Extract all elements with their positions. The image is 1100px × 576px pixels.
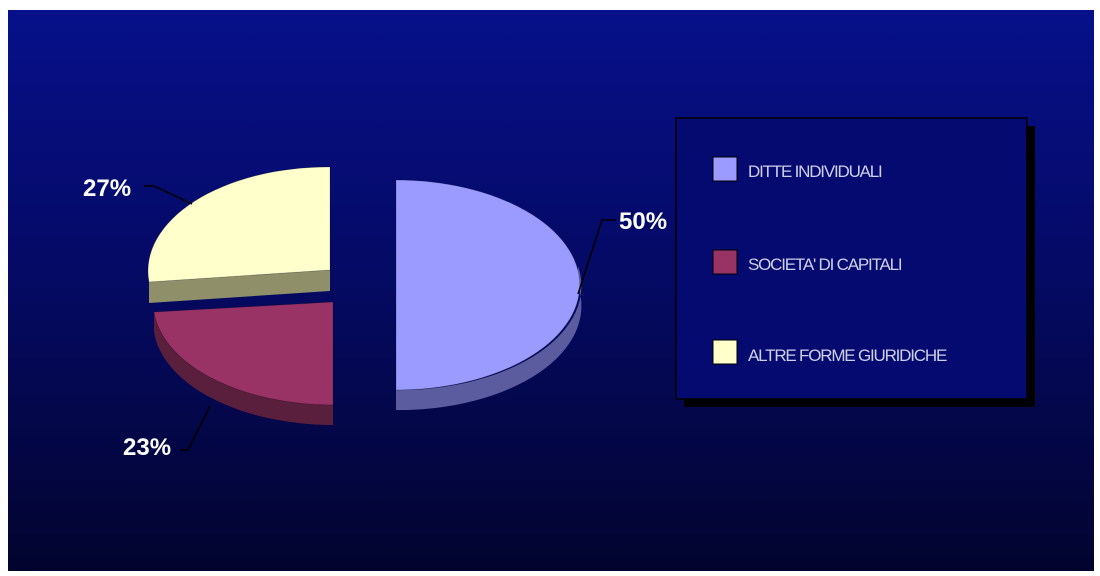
slice-societa-di-capitali[interactable] <box>153 301 334 406</box>
leader-line-27 <box>144 185 193 205</box>
slice-side-ditte-individuali <box>396 266 582 411</box>
slice-side-societa-di-capitali <box>154 312 333 425</box>
legend-swatch-societa-di-capitali <box>712 249 738 275</box>
data-label-23: 23% <box>123 434 171 461</box>
legend-label-ditte-individuali: DITTE INDIVIDUALI <box>748 162 882 181</box>
data-label-50: 50% <box>619 208 667 235</box>
slice-sides <box>149 266 582 425</box>
slice-altre-forme-giuridiche[interactable] <box>147 166 331 283</box>
slice-tops <box>147 166 581 406</box>
slice-side-altre-forme-giuridiche <box>149 270 330 303</box>
data-label-27: 27% <box>83 175 131 202</box>
legend-swatch-altre-forme-giuridiche <box>712 339 738 365</box>
legend-swatch-ditte-individuali <box>712 156 738 182</box>
leader-line-50 <box>577 219 616 295</box>
legend: DITTE INDIVIDUALI SOCIETA' DI CAPITALI A… <box>675 117 1035 407</box>
pie-chart: 50% 23% 27% DITTE INDIVIDUALI SOCIETA' D… <box>83 117 1035 461</box>
legend-label-altre-forme-giuridiche: ALTRE FORME GIURIDICHE <box>748 346 947 365</box>
leader-line-23 <box>180 405 211 451</box>
chart-area: 50% 23% 27% DITTE INDIVIDUALI SOCIETA' D… <box>8 10 1094 571</box>
legend-label-societa-di-capitali: SOCIETA' DI CAPITALI <box>748 255 902 274</box>
